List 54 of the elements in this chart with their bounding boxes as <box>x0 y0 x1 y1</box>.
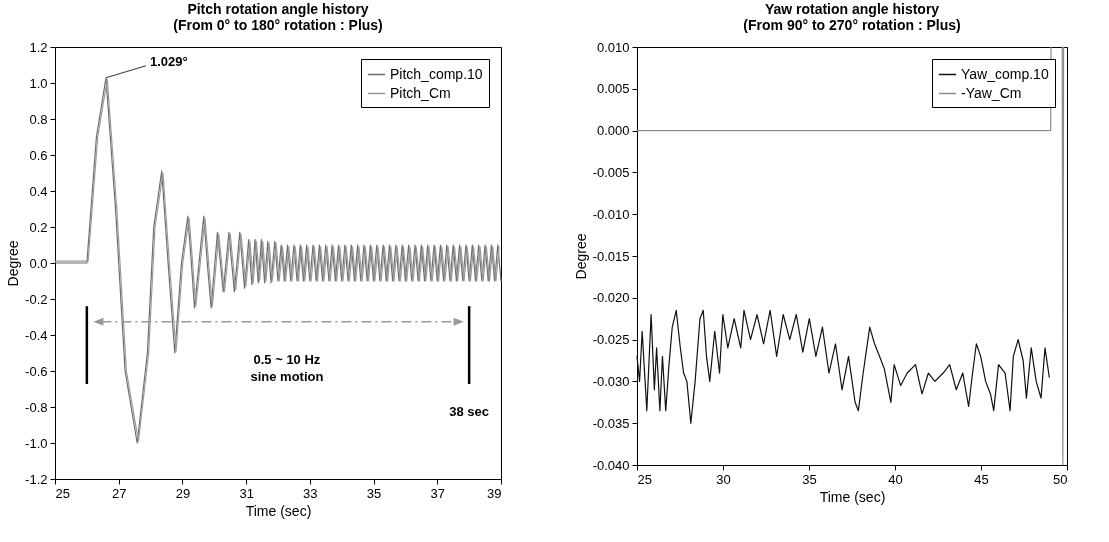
x-axis-title: Time (sec) <box>245 502 312 519</box>
x-tick-label: 31 <box>239 485 254 501</box>
legend-label: -Yaw_Cm <box>961 84 1022 101</box>
line-series <box>636 309 1050 424</box>
legend-label: Yaw_comp.10 <box>961 65 1049 82</box>
x-tick-label: 37 <box>430 485 446 501</box>
y-tick-label: 1.0 <box>29 75 48 91</box>
x-tick-label: 27 <box>111 485 127 501</box>
x-tick-label: 33 <box>303 485 318 501</box>
y-tick-label: 0.2 <box>29 219 48 235</box>
y-tick-label: -0.010 <box>592 206 630 222</box>
y-tick-label: -0.025 <box>592 332 630 348</box>
chart-title: Yaw rotation angle history <box>764 1 940 17</box>
y-tick-label: 0.000 <box>596 123 630 139</box>
y-tick-label: -0.6 <box>25 363 48 379</box>
chart-subtitle: (From 0° to 180° rotation : Plus) <box>173 17 383 33</box>
y-tick-label: -0.030 <box>592 373 630 389</box>
y-tick-label: -0.035 <box>592 415 630 431</box>
y-tick-label: -0.2 <box>25 291 48 307</box>
x-tick-label: 30 <box>716 471 731 487</box>
x-tick-label: 39 <box>487 485 502 501</box>
legend-label: Pitch_comp.10 <box>390 65 483 82</box>
annotation: 0.5 ~ 10 Hz sine motion <box>250 351 324 384</box>
y-tick-label: -0.4 <box>25 327 48 343</box>
x-axis-title: Time (sec) <box>819 488 886 505</box>
y-tick-label: 0.0 <box>29 255 48 271</box>
y-tick-label: 0.005 <box>596 81 630 97</box>
y-axis-title: Degree <box>572 233 589 280</box>
chart-title: Pitch rotation angle history <box>187 1 369 17</box>
x-tick-label: 45 <box>974 471 989 487</box>
y-tick-label: 1.2 <box>29 39 48 55</box>
x-tick-label: 25 <box>55 485 70 501</box>
x-tick-label: 35 <box>366 485 382 501</box>
y-axis-title: Degree <box>5 240 22 287</box>
y-tick-label: 0.4 <box>29 183 48 199</box>
chart-subtitle: (From 90° to 270° rotation : Plus) <box>743 17 961 33</box>
x-tick-label: 40 <box>888 471 903 487</box>
x-tick-label: 50 <box>1053 471 1068 487</box>
y-tick-label: -0.8 <box>25 399 48 415</box>
y-tick-label: -0.015 <box>592 248 630 264</box>
ref-line-label: 38 sec <box>449 403 490 419</box>
y-tick-label: 0.8 <box>29 111 48 127</box>
y-tick-label: 0.010 <box>596 39 630 55</box>
y-tick-label: 0.6 <box>29 147 48 163</box>
y-tick-label: -1.0 <box>25 435 48 451</box>
y-tick-label: -0.005 <box>592 164 630 180</box>
x-tick-label: 25 <box>637 471 652 487</box>
y-tick-label: -0.020 <box>592 290 630 306</box>
legend-label: Pitch_Cm <box>390 84 451 101</box>
annotation: 1.029° <box>149 53 188 69</box>
y-tick-label: -1.2 <box>25 471 48 487</box>
x-tick-label: 29 <box>175 485 191 501</box>
x-tick-label: 35 <box>802 471 817 487</box>
y-tick-label: -0.040 <box>592 457 630 473</box>
